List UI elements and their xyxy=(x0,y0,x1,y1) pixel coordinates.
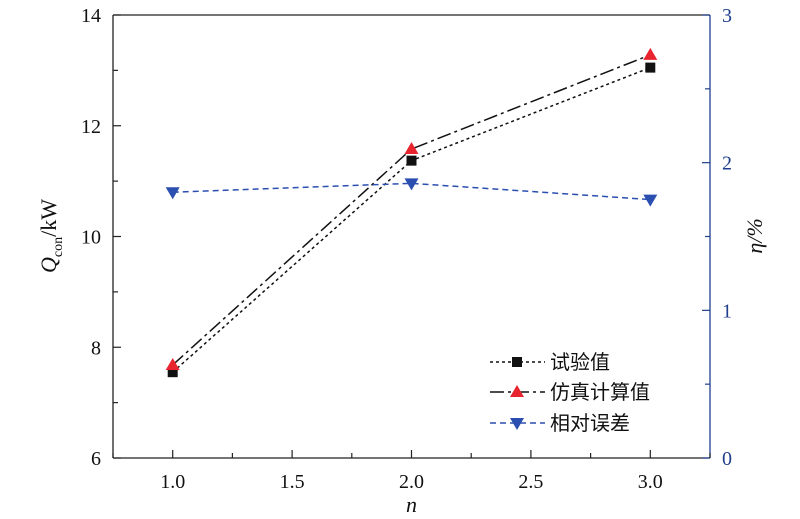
series-group xyxy=(165,47,658,378)
left-tick-label: 6 xyxy=(91,448,101,470)
series-simulation xyxy=(165,47,658,370)
legend-label: 试验值 xyxy=(550,350,610,374)
series-trial-point xyxy=(167,367,178,378)
series-simulation-line xyxy=(172,54,651,366)
left-tick-label: 12 xyxy=(81,116,101,138)
legend-item: 试验值 xyxy=(490,350,610,374)
series-simulation-point xyxy=(165,357,180,370)
series-trial xyxy=(167,62,656,378)
legend-label: 仿真计算值 xyxy=(550,380,650,404)
x-tick-label: 2.5 xyxy=(518,471,543,493)
legend-label: 相对误差 xyxy=(550,411,630,435)
left-tick-label: 8 xyxy=(91,337,101,359)
series-error xyxy=(165,178,658,207)
x-tick-label: 1.5 xyxy=(280,471,305,493)
series-trial-line xyxy=(172,66,651,373)
series-error-point xyxy=(643,194,658,207)
left-tick-label: 14 xyxy=(81,5,101,27)
series-trial-point xyxy=(645,62,656,73)
x-axis-title: n xyxy=(406,492,417,517)
series-error-point xyxy=(165,187,180,200)
left-tick-label: 10 xyxy=(81,227,101,249)
legend-item: 相对误差 xyxy=(490,411,630,435)
legend-item: 仿真计算值 xyxy=(490,380,650,404)
legend-marker xyxy=(510,418,524,430)
left-axis-title-unit: /kW xyxy=(36,199,61,237)
legend-marker xyxy=(510,385,524,397)
right-tick-label: 2 xyxy=(722,153,732,175)
left-axis-title-subscript: con xyxy=(51,237,66,257)
x-tick-label: 1.0 xyxy=(160,471,185,493)
legend-marker xyxy=(512,357,522,367)
x-tick-label: 2.0 xyxy=(399,471,424,493)
right-axis-title: η/% xyxy=(742,218,767,253)
series-error-point xyxy=(404,178,419,191)
x-tick-label: 3.0 xyxy=(638,471,663,493)
left-axis-title-main: Q xyxy=(36,257,61,273)
right-tick-label: 0 xyxy=(722,448,732,470)
series-simulation-point xyxy=(404,142,419,155)
series-simulation-point xyxy=(643,47,658,60)
right-tick-label: 1 xyxy=(722,300,732,322)
right-tick-label: 3 xyxy=(722,5,732,27)
series-trial-point xyxy=(406,155,417,166)
left-axis-title: Qcon/kW xyxy=(36,199,66,273)
